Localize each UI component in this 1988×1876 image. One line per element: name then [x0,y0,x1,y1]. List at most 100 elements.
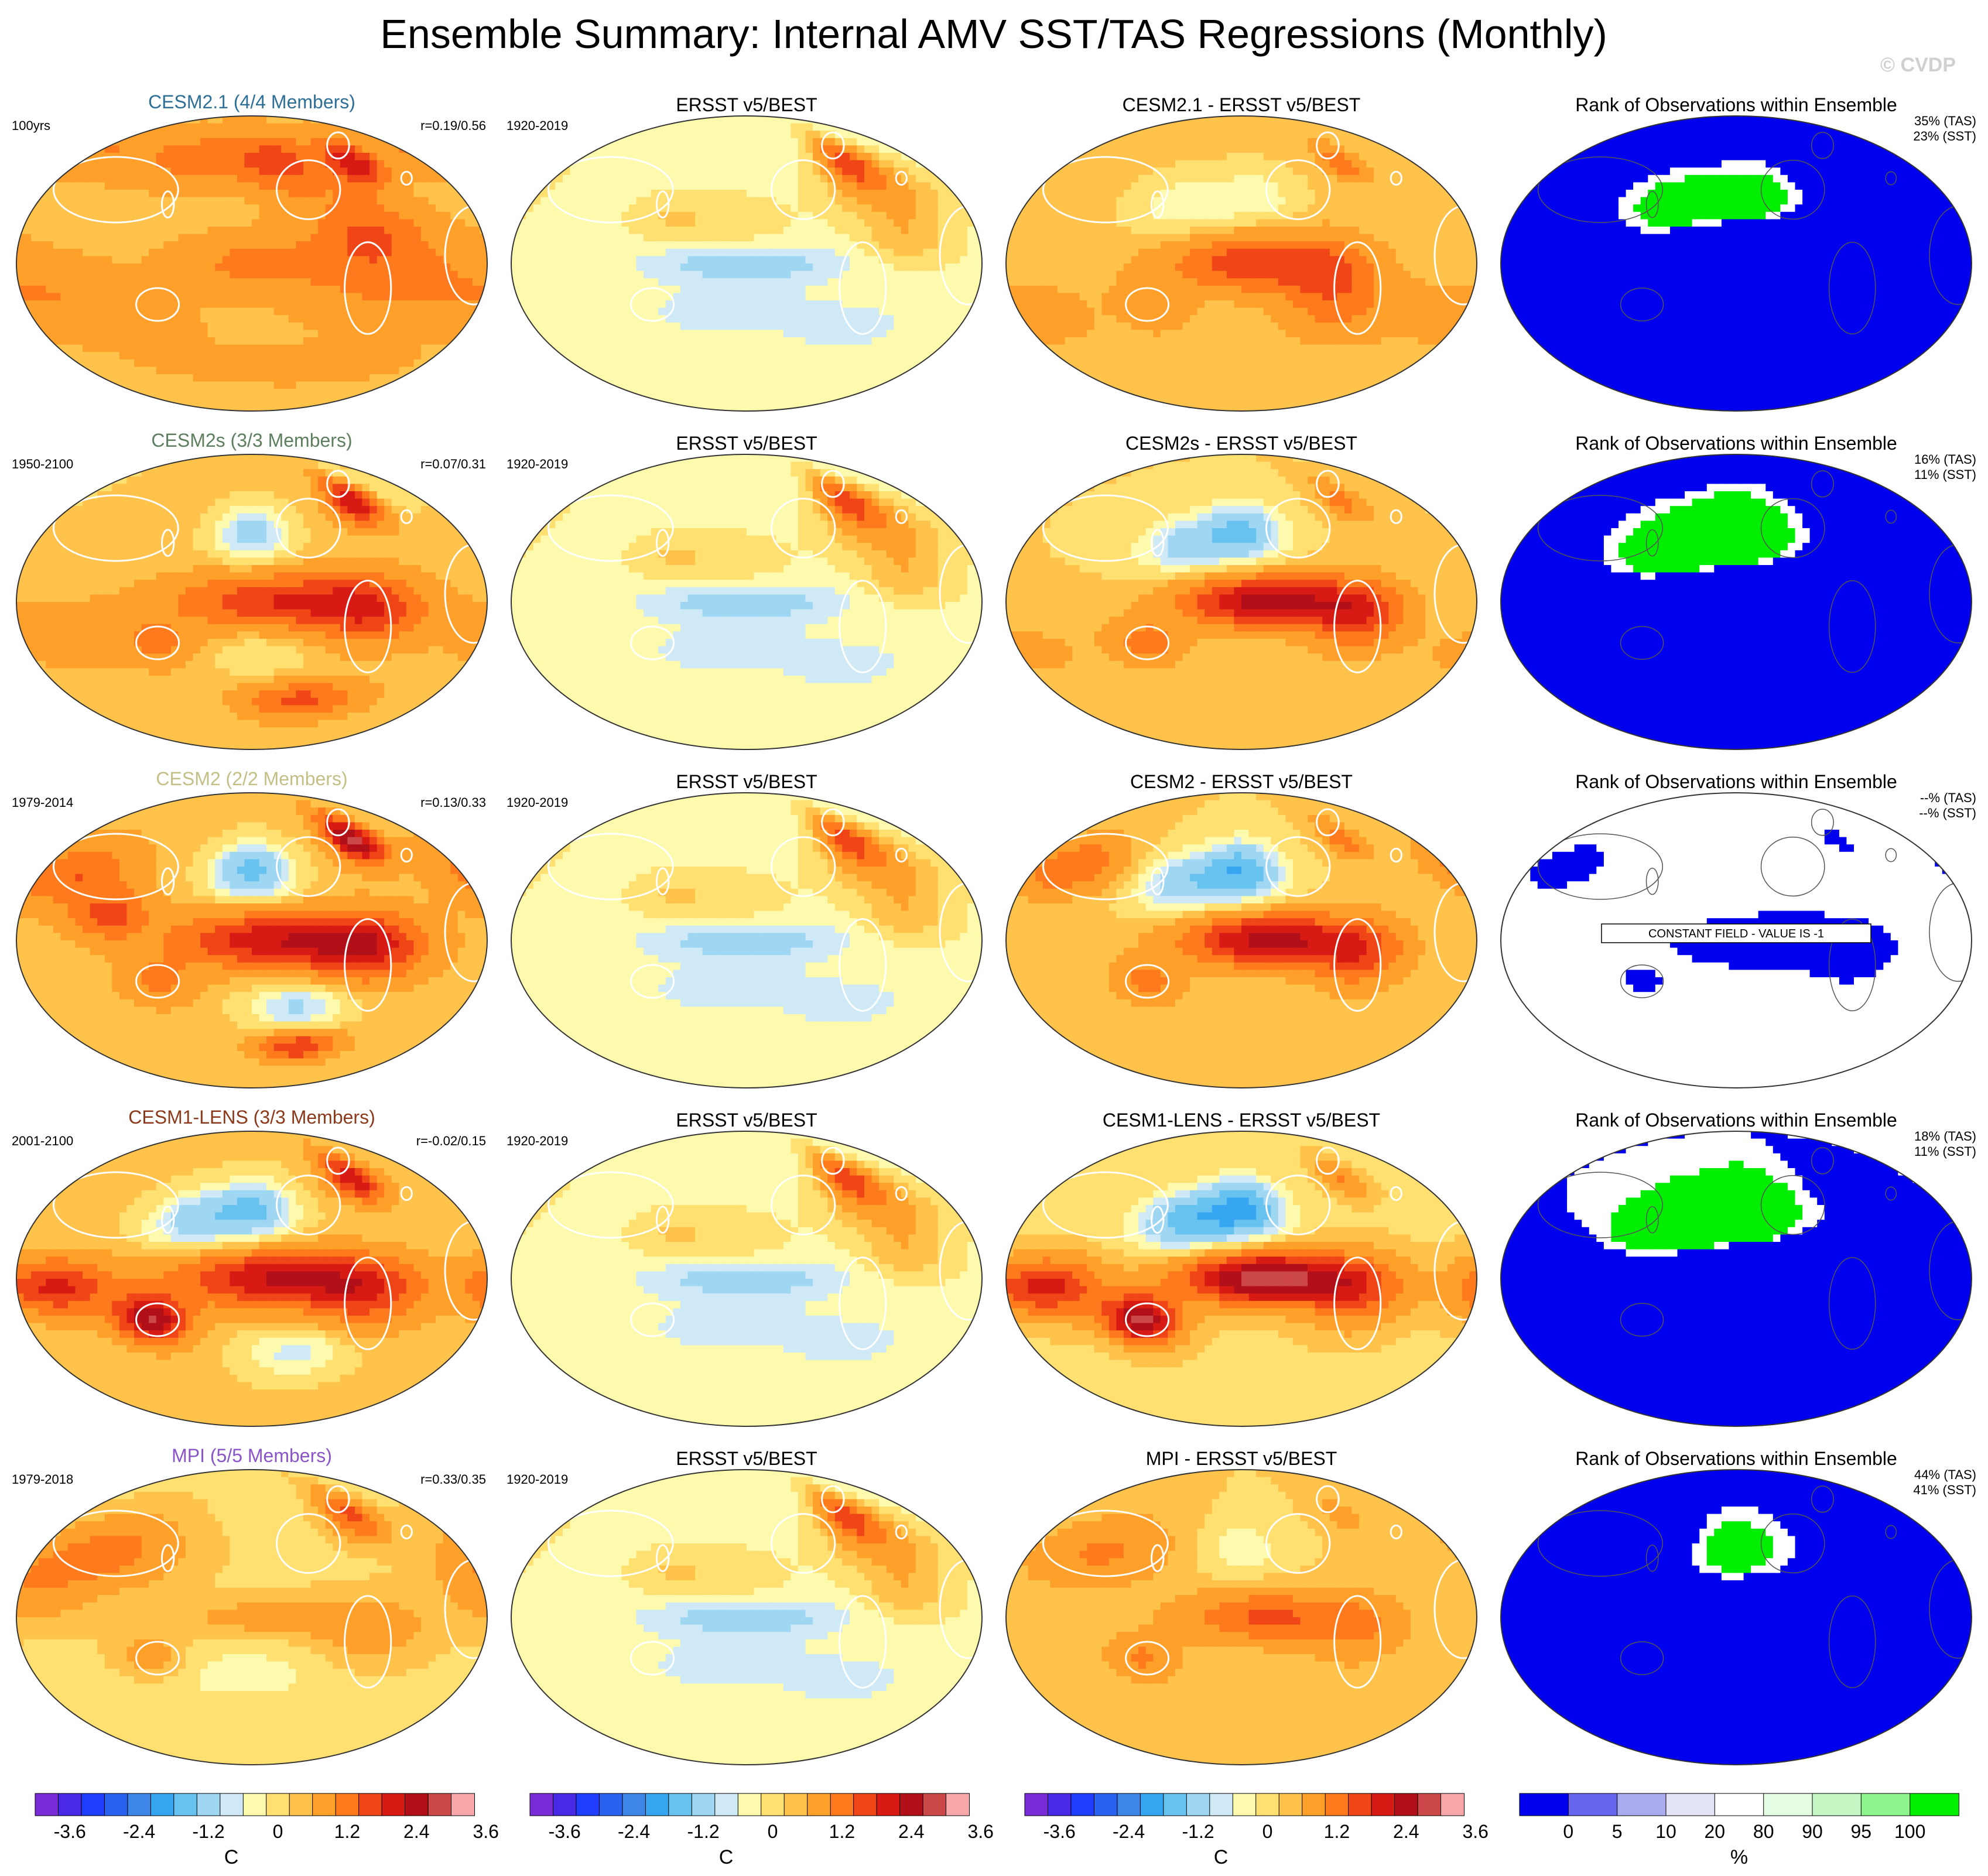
map-cell [1248,123,1257,131]
map-cell [266,116,275,124]
map-cell [923,211,931,220]
map-cell [798,211,806,220]
map-cell [577,263,586,272]
map-cell [149,300,157,309]
map-cell [333,190,341,198]
map-cell [259,219,267,227]
map-cell [1308,174,1316,183]
map-cell [83,241,91,249]
map-cell [230,234,238,242]
map-cell [974,219,982,227]
map-cell [259,174,267,183]
map-cell [1315,123,1323,131]
map-cell [318,300,326,309]
map-cell [310,359,319,367]
map-cell [413,307,422,316]
map-cell [149,138,157,146]
map-cell [717,256,725,264]
map-cell [577,227,586,235]
map-cell [555,248,563,256]
map-cell [230,138,238,146]
map-cell [420,204,429,213]
map-cell [1300,167,1308,176]
map-cell [1292,138,1301,146]
map-cell [783,344,791,352]
map-cell [1131,138,1139,146]
map-cell [170,227,179,235]
map-cell [540,256,549,264]
map-cell [222,344,230,352]
map-cell [126,182,135,190]
map-cell [259,116,267,124]
map-cell [119,367,128,375]
map-cell [548,211,556,220]
map-cell [695,138,703,146]
map-cell [636,337,644,345]
map-cell [805,285,813,293]
map-cell [303,248,312,256]
map-cell [1403,167,1411,176]
map-cell [273,271,282,279]
map-cell [288,256,296,264]
map-cell [112,256,120,264]
map-cell [540,204,549,213]
map-cell [310,227,319,235]
map-cell [178,374,186,382]
map-cell [629,241,637,249]
map-cell [1145,227,1154,235]
map-cell [724,359,733,367]
map-cell [369,256,378,264]
map-cell [592,190,600,198]
map-cell [937,330,946,338]
map-cell [222,145,230,153]
map-cell [702,307,710,316]
map-cell [141,234,149,242]
map-cell [75,307,83,316]
map-cell [540,227,549,235]
map-cell [930,219,939,227]
map-cell [83,182,91,190]
map-cell [614,174,622,183]
map-cell [1395,211,1404,220]
map-cell [1418,190,1426,198]
map-cell [1344,190,1353,198]
map-cell [651,322,659,330]
map-cell [724,271,733,279]
map-cell [406,344,414,352]
map-cell [413,174,422,183]
map-cell [901,307,909,316]
map-cell [443,219,451,227]
map-cell [340,227,348,235]
map-cell [362,153,370,161]
map-cell [193,337,201,345]
map-cell [621,374,629,382]
map-cell [526,300,534,309]
map-cell [296,182,304,190]
map-cell [629,271,637,279]
map-cell [1234,123,1242,131]
map-cell [768,315,776,323]
map-cell [163,241,172,249]
map-cell [1175,160,1183,168]
map-cell [406,337,414,345]
map-cell [266,396,275,404]
map-cell [450,271,458,279]
map-cell [562,234,571,242]
map-cell [443,315,451,323]
map-cell [923,241,931,249]
map-cell [163,131,172,139]
map-cell [237,131,245,139]
map-cell [555,278,563,286]
map-cell [391,352,399,360]
map-cell [1234,160,1242,168]
map-cell [761,116,769,124]
map-cell [687,234,696,242]
map-cell [1153,182,1161,190]
map-cell [472,263,481,272]
map-cell [754,219,762,227]
map-cell [731,381,740,389]
map-cell [318,190,326,198]
map-cell [791,367,799,375]
map-cell [651,131,659,139]
map-cell [1329,204,1337,213]
